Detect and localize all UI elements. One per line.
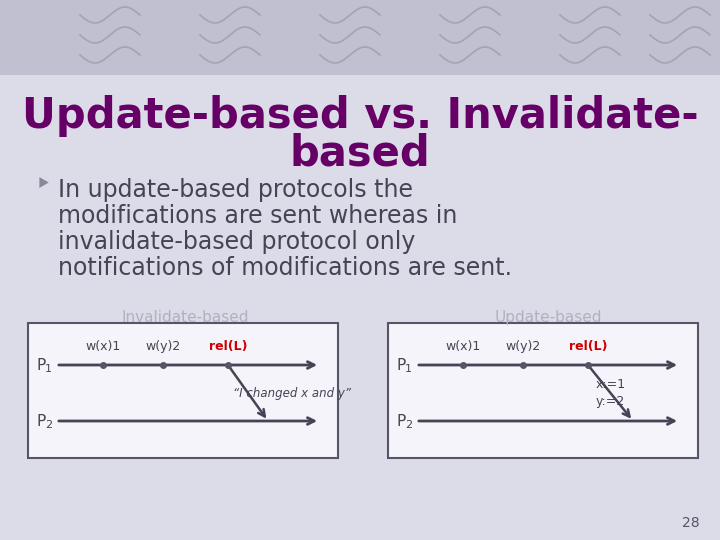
Bar: [0, 0, 720, 75]
Text: 2: 2: [45, 420, 52, 430]
Text: P: P: [396, 357, 405, 373]
Text: 1: 1: [405, 364, 412, 374]
Text: In update-based protocols the: In update-based protocols the: [58, 178, 413, 202]
Text: “I changed x and y”: “I changed x and y”: [233, 387, 351, 400]
Text: 2: 2: [405, 420, 412, 430]
Text: based: based: [289, 132, 431, 174]
Text: Invalidate-based: Invalidate-based: [121, 310, 248, 325]
Text: rel(L): rel(L): [209, 340, 247, 353]
Text: Update-based: Update-based: [494, 310, 602, 325]
Text: 1: 1: [45, 364, 52, 374]
Text: w(y)2: w(y)2: [505, 340, 541, 353]
Text: Update-based vs. Invalidate-: Update-based vs. Invalidate-: [22, 95, 698, 137]
Text: invalidate-based protocol only: invalidate-based protocol only: [58, 230, 415, 254]
Text: w(x)1: w(x)1: [446, 340, 481, 353]
Text: rel(L): rel(L): [569, 340, 607, 353]
Text: x:=1: x:=1: [596, 379, 626, 392]
Bar: [388, 323, 698, 458]
Text: 28: 28: [683, 516, 700, 530]
Text: P: P: [36, 414, 45, 429]
Text: w(x)1: w(x)1: [86, 340, 121, 353]
Text: w(y)2: w(y)2: [145, 340, 181, 353]
Text: notifications of modifications are sent.: notifications of modifications are sent.: [58, 256, 512, 280]
Text: P: P: [396, 414, 405, 429]
Text: P: P: [36, 357, 45, 373]
Text: modifications are sent whereas in: modifications are sent whereas in: [58, 204, 457, 228]
Text: y:=2: y:=2: [596, 395, 625, 408]
Bar: [28, 323, 338, 458]
